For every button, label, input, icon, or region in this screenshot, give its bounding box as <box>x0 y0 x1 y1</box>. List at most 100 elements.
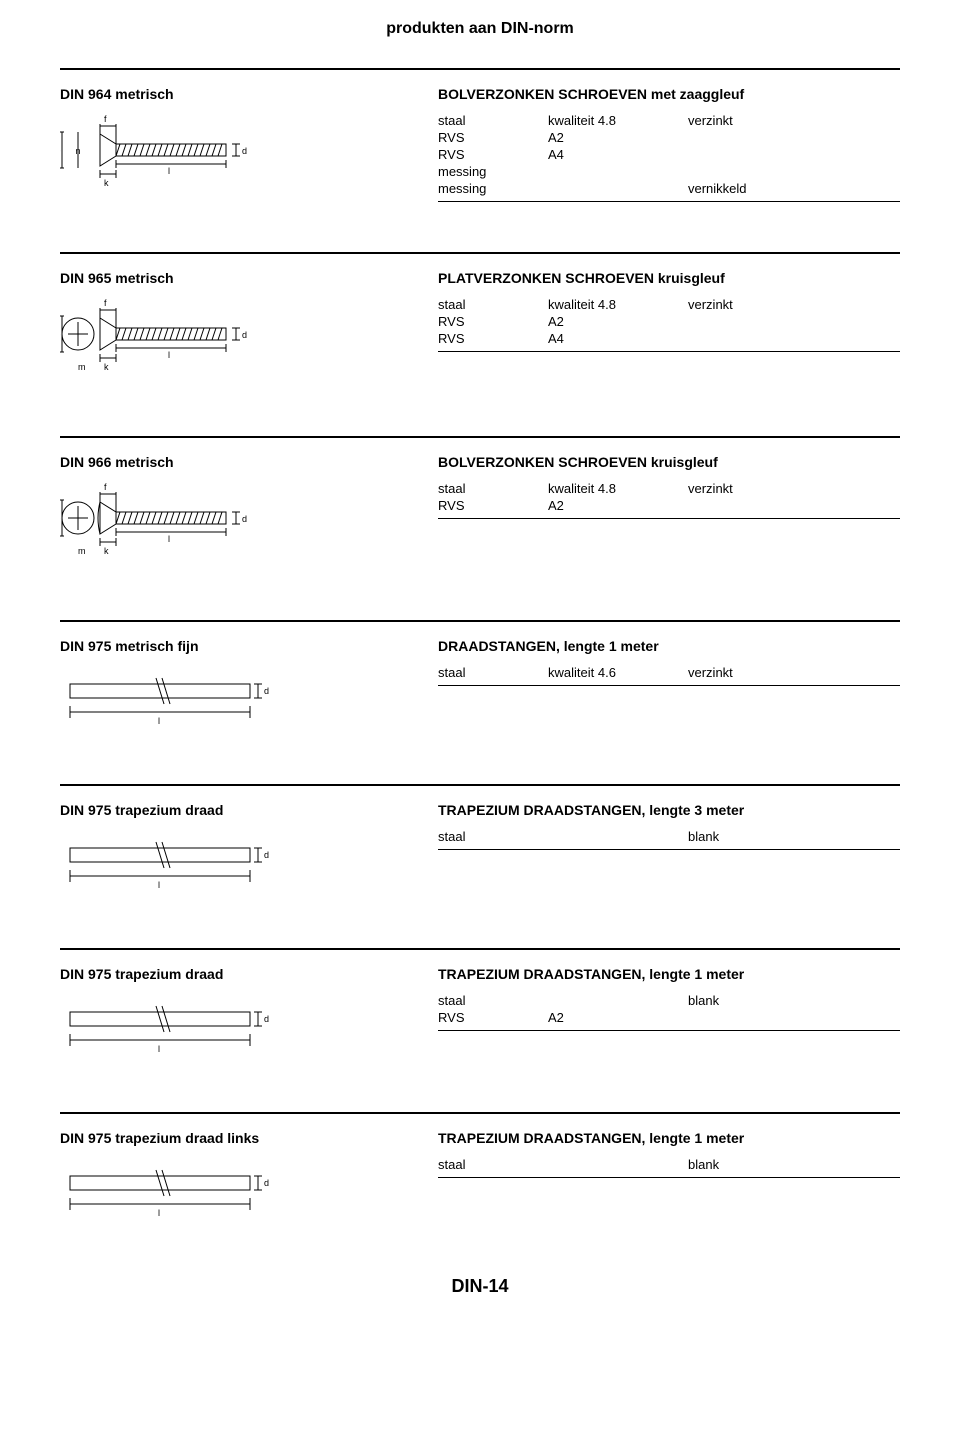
spec-table: staalkwaliteit 4.6verzinkt <box>438 664 798 681</box>
spec-underline <box>438 1030 900 1031</box>
svg-text:l: l <box>158 1208 160 1218</box>
spec-underline <box>438 849 900 850</box>
product-title: BOLVERZONKEN SCHROEVEN met zaaggleuf <box>438 86 900 102</box>
table-row: RVSA2 <box>438 313 798 330</box>
spec-cell-quality: kwaliteit 4.8 <box>548 296 688 313</box>
spec-cell-quality: kwaliteit 4.8 <box>548 112 688 129</box>
product-section: DIN 975 metrisch fijn d l DRAADSTANGEN, … <box>60 620 900 744</box>
product-title: BOLVERZONKEN SCHROEVEN kruisgleuf <box>438 454 900 470</box>
section-body: DIN 975 trapezium draad d l TRAPEZIUM DR… <box>60 802 900 908</box>
svg-text:d: d <box>242 146 247 156</box>
product-title: TRAPEZIUM DRAADSTANGEN, lengte 1 meter <box>438 966 900 982</box>
spec-cell-finish: verzinkt <box>688 296 798 313</box>
technical-drawing: d l <box>60 994 428 1064</box>
product-section: DIN 975 trapezium draad d l TRAPEZIUM DR… <box>60 948 900 1072</box>
table-row: messingvernikkeld <box>438 180 798 197</box>
din-label: DIN 975 trapezium draad <box>60 802 428 818</box>
spec-cell-quality: kwaliteit 4.6 <box>548 664 688 681</box>
section-body: DIN 975 metrisch fijn d l DRAADSTANGEN, … <box>60 638 900 744</box>
svg-text:d: d <box>264 1014 269 1024</box>
spec-cell-material: messing <box>438 163 548 180</box>
din-label: DIN 975 trapezium draad links <box>60 1130 428 1146</box>
table-row: staalkwaliteit 4.8verzinkt <box>438 112 798 129</box>
spec-cell-material: RVS <box>438 146 548 163</box>
spec-underline <box>438 518 900 519</box>
section-rule <box>60 948 900 950</box>
product-title: DRAADSTANGEN, lengte 1 meter <box>438 638 900 654</box>
page-number: DIN-14 <box>60 1276 900 1297</box>
spec-cell-quality: A2 <box>548 313 688 330</box>
spec-cell-material: staal <box>438 480 548 497</box>
spec-cell-quality <box>548 828 688 845</box>
section-left: DIN 975 trapezium draad d l <box>60 802 438 908</box>
product-section: DIN 966 metrisch <box>60 436 900 580</box>
product-section: DIN 975 trapezium draad links d l TRAPEZ… <box>60 1112 900 1236</box>
spec-cell-quality <box>548 1156 688 1173</box>
product-section: DIN 975 trapezium draad d l TRAPEZIUM DR… <box>60 784 900 908</box>
table-row: RVSA2 <box>438 1009 798 1026</box>
svg-text:l: l <box>168 166 170 176</box>
spec-cell-finish: verzinkt <box>688 112 798 129</box>
section-right: TRAPEZIUM DRAADSTANGEN, lengte 1 meterst… <box>438 966 900 1072</box>
section-left: DIN 975 trapezium draad links d l <box>60 1130 438 1236</box>
spec-cell-material: staal <box>438 112 548 129</box>
table-row: RVSA2 <box>438 497 798 514</box>
section-rule <box>60 436 900 438</box>
section-body: DIN 975 trapezium draad d l TRAPEZIUM DR… <box>60 966 900 1072</box>
section-right: BOLVERZONKEN SCHROEVEN met zaaggleuf staa… <box>438 86 900 212</box>
section-left: DIN 965 metrisch <box>60 270 438 396</box>
spec-underline <box>438 1177 900 1178</box>
section-body: DIN 964 metrisch <box>60 86 900 212</box>
svg-text:d: d <box>242 514 247 524</box>
svg-text:k: k <box>104 362 109 372</box>
spec-cell-finish <box>688 497 798 514</box>
spec-cell-quality: A4 <box>548 330 688 347</box>
section-left: DIN 975 trapezium draad d l <box>60 966 438 1072</box>
section-left: DIN 964 metrisch <box>60 86 438 212</box>
spec-table: staalblank <box>438 1156 798 1173</box>
section-right: TRAPEZIUM DRAADSTANGEN, lengte 3 meterst… <box>438 802 900 908</box>
spec-underline <box>438 201 900 202</box>
table-row: RVSA2 <box>438 129 798 146</box>
svg-text:f: f <box>104 482 107 492</box>
table-row: staalkwaliteit 4.8verzinkt <box>438 480 798 497</box>
table-row: staalkwaliteit 4.8verzinkt <box>438 296 798 313</box>
spec-cell-quality: A2 <box>548 497 688 514</box>
section-rule <box>60 68 900 70</box>
spec-cell-quality: A2 <box>548 1009 688 1026</box>
spec-cell-finish <box>688 1009 798 1026</box>
spec-table: staalkwaliteit 4.8verzinktRVSA2RVSA4mess… <box>438 112 798 197</box>
section-rule <box>60 784 900 786</box>
svg-text:d: d <box>264 850 269 860</box>
spec-table: staalblankRVSA2 <box>438 992 798 1026</box>
spec-cell-material: messing <box>438 180 548 197</box>
spec-cell-finish <box>688 129 798 146</box>
spec-cell-finish: blank <box>688 1156 798 1173</box>
spec-cell-finish: blank <box>688 992 798 1009</box>
spec-cell-material: RVS <box>438 497 548 514</box>
svg-text:l: l <box>158 1044 160 1054</box>
spec-cell-quality <box>548 163 688 180</box>
product-title: TRAPEZIUM DRAADSTANGEN, lengte 1 meter <box>438 1130 900 1146</box>
technical-drawing: D f l k d m <box>60 482 428 572</box>
technical-drawing: D f l k d m <box>60 298 428 388</box>
svg-text:D: D <box>60 146 61 156</box>
svg-text:m: m <box>78 546 86 556</box>
spec-cell-material: staal <box>438 664 548 681</box>
svg-text:d: d <box>264 686 269 696</box>
svg-text:l: l <box>158 716 160 726</box>
spec-table: staalkwaliteit 4.8verzinktRVSA2RVSA4 <box>438 296 798 347</box>
section-rule <box>60 620 900 622</box>
spec-cell-quality <box>548 992 688 1009</box>
din-label: DIN 975 trapezium draad <box>60 966 428 982</box>
product-title: PLATVERZONKEN SCHROEVEN kruisgleuf <box>438 270 900 286</box>
technical-drawing: d l <box>60 830 428 900</box>
svg-text:l: l <box>158 880 160 890</box>
spec-cell-quality: A4 <box>548 146 688 163</box>
din-label: DIN 966 metrisch <box>60 454 428 470</box>
product-section: DIN 965 metrisch <box>60 252 900 396</box>
technical-drawing: D f l k d n <box>60 114 428 204</box>
spec-cell-material: RVS <box>438 1009 548 1026</box>
table-row: RVSA4 <box>438 330 798 347</box>
spec-cell-material: RVS <box>438 313 548 330</box>
